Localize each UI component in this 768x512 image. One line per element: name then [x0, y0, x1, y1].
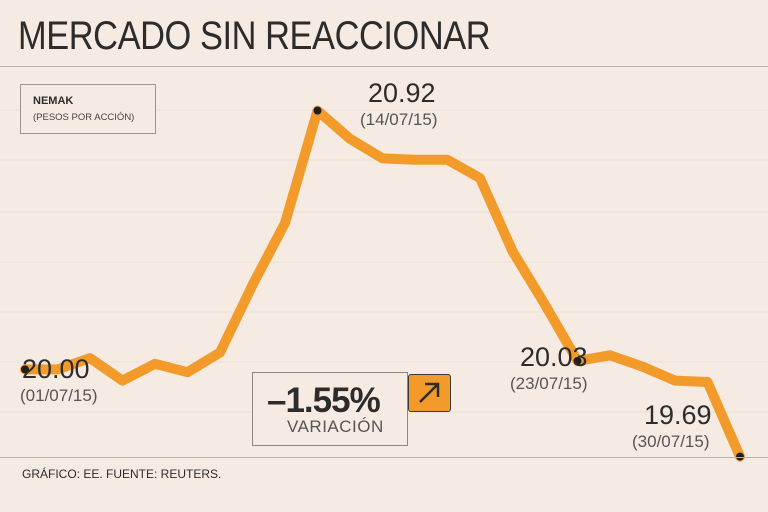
annotation-date-end: (30/07/15) [632, 432, 710, 451]
data-point-marker [736, 452, 744, 461]
bottom-divider [0, 457, 768, 458]
legend-box: NEMAK (PESOS POR ACCIÓN) [20, 84, 156, 134]
variation-value: –1.55% [267, 381, 381, 420]
legend-series-name: NEMAK [33, 95, 74, 107]
annotation-date-peak: (14/07/15) [360, 110, 438, 129]
annotation-value-23: 20.03 [520, 342, 588, 372]
annotation-value-start: 20.00 [22, 354, 90, 384]
annotation-date-start: (01/07/15) [20, 386, 98, 405]
chart-title: MERCADO SIN REACCIONAR [18, 14, 491, 58]
top-divider [0, 66, 768, 67]
arrow-up-right-icon [408, 374, 451, 412]
variation-box: –1.55% VARIACIÓN [252, 372, 408, 446]
variation-label: VARIACIÓN [287, 417, 384, 436]
source-footer: GRÁFICO: EE. FUENTE: REUTERS. [22, 467, 222, 481]
data-point-marker [573, 356, 582, 365]
data-point-marker [21, 365, 29, 374]
legend-unit: (PESOS POR ACCIÓN) [33, 112, 135, 123]
annotation-value-peak: 20.92 [368, 78, 436, 108]
series-line-nemak [20, 105, 745, 462]
annotation-value-end: 19.69 [644, 400, 712, 430]
annotation-date-23: (23/07/15) [510, 374, 588, 393]
data-point-marker [313, 106, 322, 115]
